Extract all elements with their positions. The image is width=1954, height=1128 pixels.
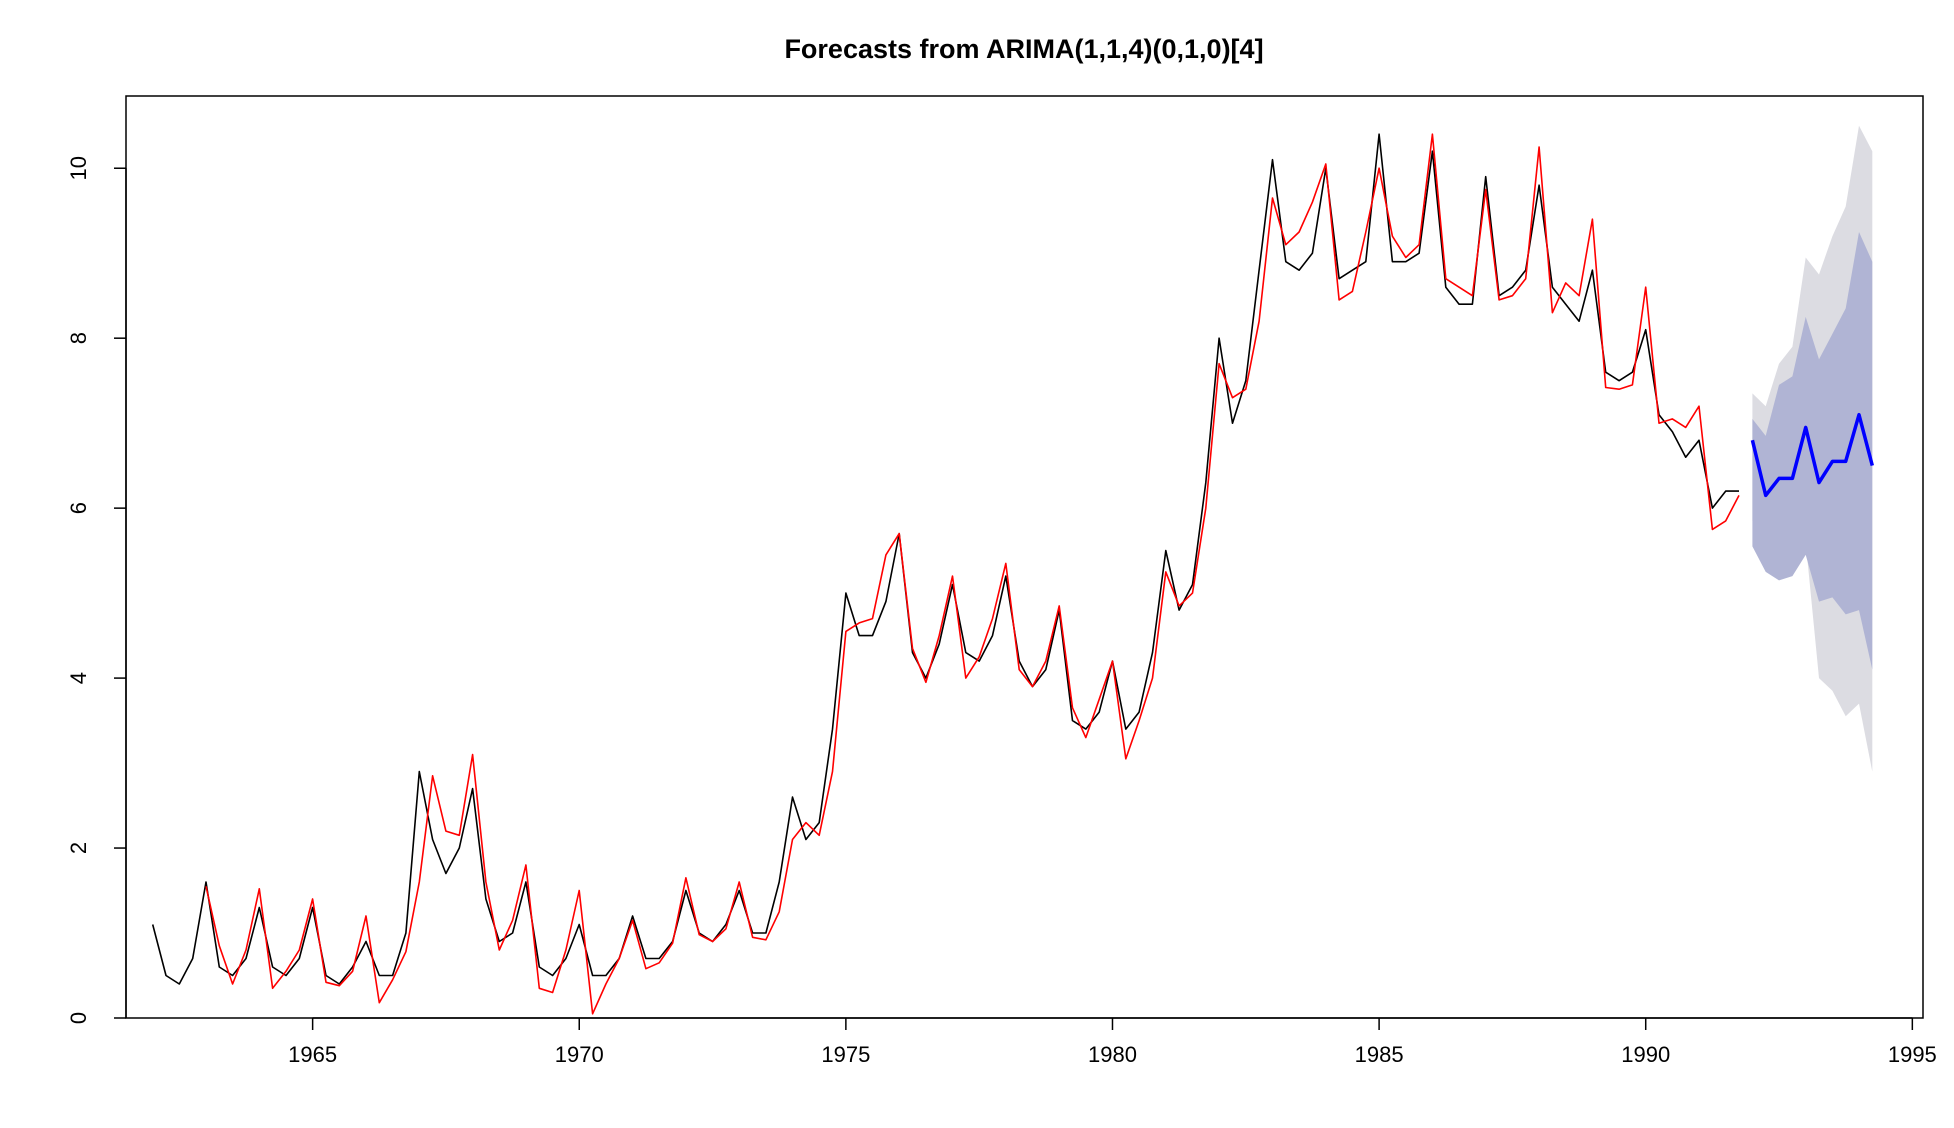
forecast-mean-line xyxy=(1750,412,1874,498)
x-tick-label: 1980 xyxy=(1088,1042,1137,1067)
series-1 xyxy=(205,133,1740,1015)
x-tick-label: 1990 xyxy=(1621,1042,1670,1067)
y-tick-label: 10 xyxy=(66,156,91,180)
chart-title: Forecasts from ARIMA(1,1,4)(0,1,0)[4] xyxy=(784,34,1263,64)
y-tick-label: 6 xyxy=(66,502,91,514)
y-tick-label: 2 xyxy=(66,842,91,854)
y-axis: 0 2 4 6 8 10 xyxy=(66,156,127,1024)
x-tick-label: 1970 xyxy=(555,1042,604,1067)
series-0 xyxy=(151,133,1739,985)
plot-frame xyxy=(125,95,1924,1019)
x-tick-label: 1965 xyxy=(288,1042,337,1067)
x-tick-label: 1995 xyxy=(1888,1042,1937,1067)
series-line xyxy=(151,133,1739,985)
x-tick-label: 1985 xyxy=(1355,1042,1404,1067)
x-axis: 1965 1970 1975 1980 1985 1990 1995 xyxy=(288,1017,1937,1067)
y-tick-label: 0 xyxy=(66,1012,91,1024)
x-tick-label: 1975 xyxy=(821,1042,870,1067)
series-layer xyxy=(151,133,1740,1015)
y-tick-label: 4 xyxy=(66,672,91,684)
series-line xyxy=(205,133,1740,1015)
y-tick-label: 8 xyxy=(66,332,91,344)
forecast-layer xyxy=(1750,412,1874,498)
